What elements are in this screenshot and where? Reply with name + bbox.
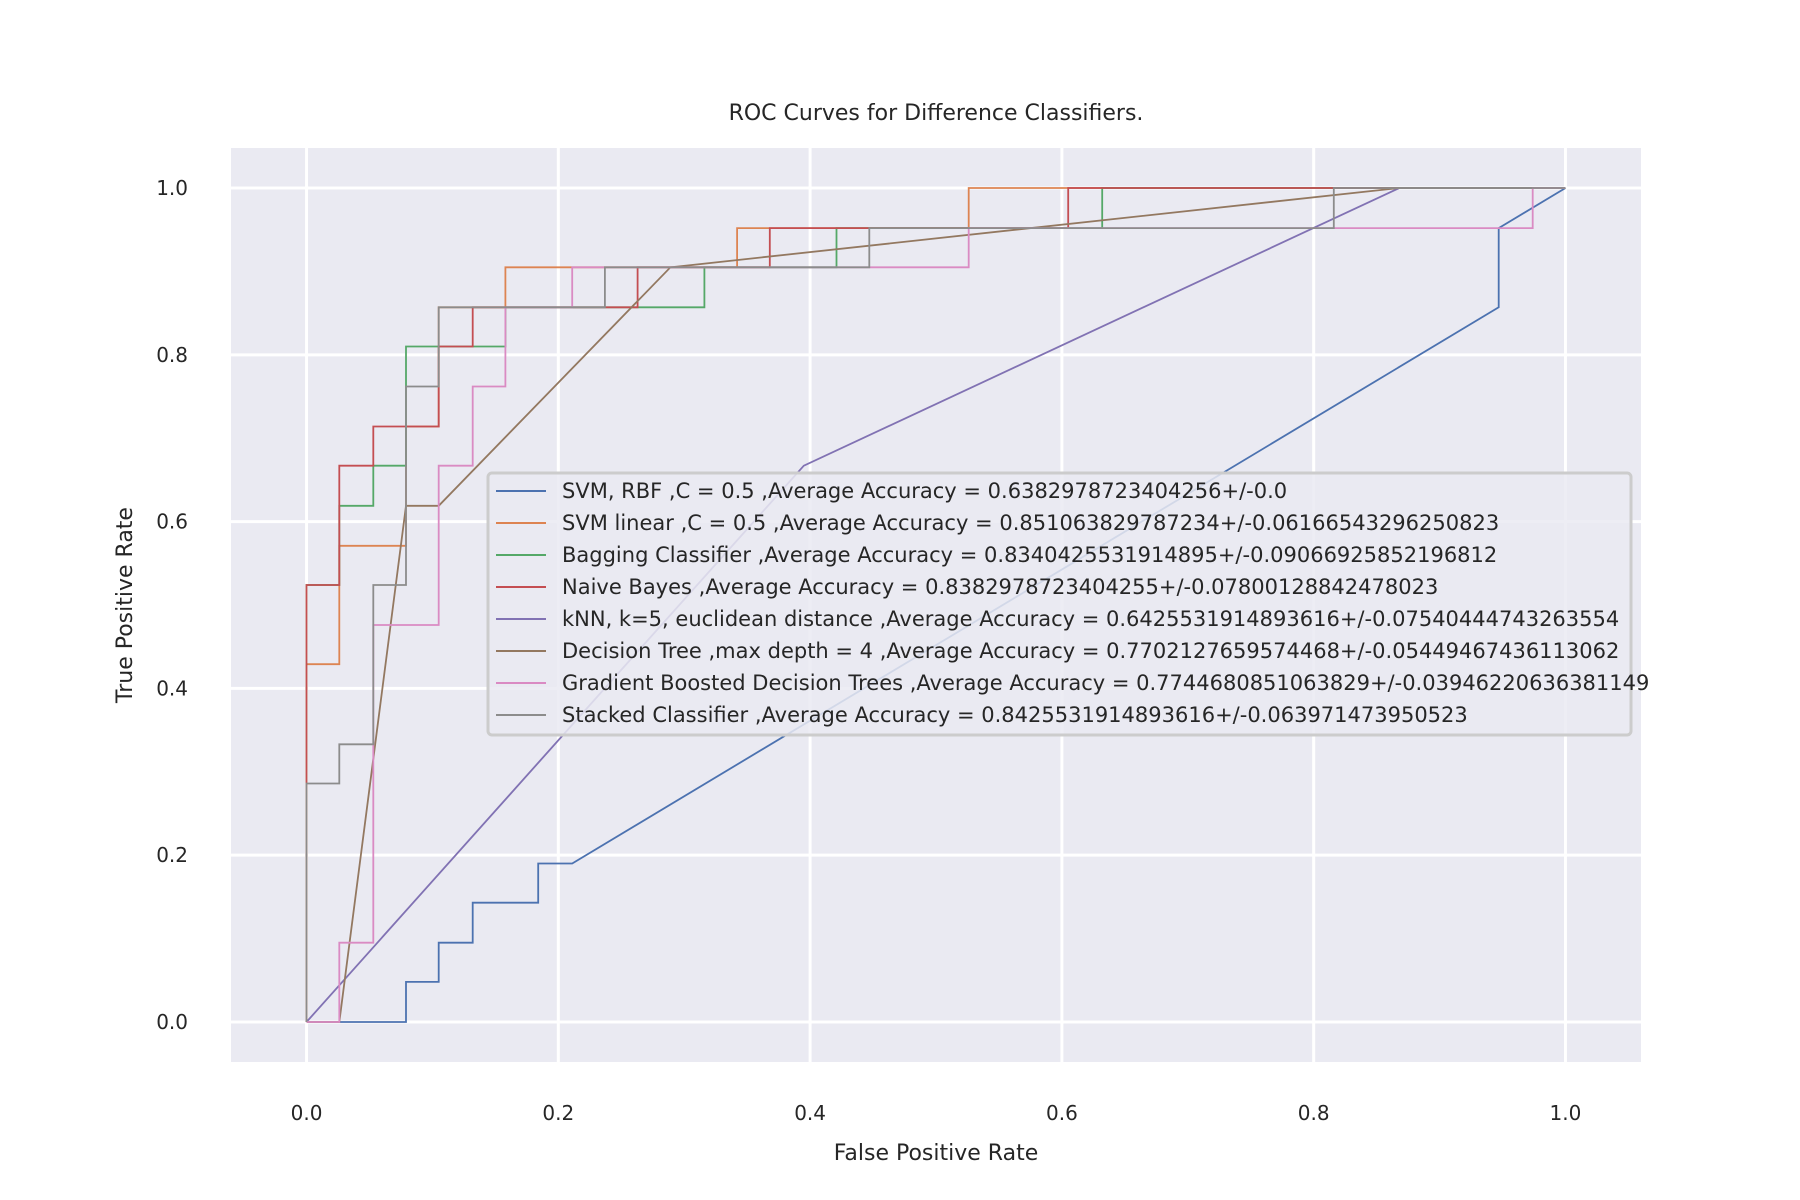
legend-label: Bagging Classifier ,Average Accuracy = 0… <box>562 543 1497 567</box>
y-tick-label: 0.4 <box>156 676 188 700</box>
x-tick-label: 0.2 <box>542 1101 574 1125</box>
legend-frame <box>486 471 1633 737</box>
x-tick-label: 0.0 <box>291 1101 323 1125</box>
legend: SVM, RBF ,C = 0.5 ,Average Accuracy = 0.… <box>486 471 1649 737</box>
x-tick-label: 1.0 <box>1550 1101 1582 1125</box>
y-tick-label: 1.0 <box>156 176 188 200</box>
x-tick-label: 0.6 <box>1046 1101 1078 1125</box>
x-axis-label: False Positive Rate <box>834 1141 1038 1166</box>
x-tick-labels: 0.0 0.2 0.4 0.6 0.8 1.0 <box>291 1101 1582 1125</box>
legend-label: kNN, k=5, euclidean distance ,Average Ac… <box>562 607 1619 631</box>
y-axis-label: True Positive Rate <box>113 507 138 704</box>
series-line-8 <box>305 187 1566 1022</box>
series-line-1 <box>306 187 1566 1023</box>
legend-label: Stacked Classifier ,Average Accuracy = 0… <box>562 703 1468 727</box>
series-layer <box>305 187 1566 1023</box>
legend-label: Decision Tree ,max depth = 4 ,Average Ac… <box>562 639 1619 663</box>
x-tick-label: 0.4 <box>794 1101 826 1125</box>
y-tick-label: 0.0 <box>156 1010 188 1034</box>
legend-label: SVM, RBF ,C = 0.5 ,Average Accuracy = 0.… <box>562 479 1287 503</box>
y-tick-labels: 0.0 0.2 0.4 0.6 0.8 1.0 <box>156 176 188 1034</box>
legend-label: Gradient Boosted Decision Trees ,Average… <box>562 671 1649 695</box>
legend-label: SVM linear ,C = 0.5 ,Average Accuracy = … <box>562 511 1499 535</box>
y-tick-label: 0.6 <box>156 510 188 534</box>
y-tick-label: 0.2 <box>156 843 188 867</box>
chart-title: ROC Curves for Difference Classifiers. <box>729 101 1144 126</box>
y-tick-label: 0.8 <box>156 343 188 367</box>
legend-label: Naive Bayes ,Average Accuracy = 0.838297… <box>562 575 1438 599</box>
x-tick-label: 0.8 <box>1298 1101 1330 1125</box>
